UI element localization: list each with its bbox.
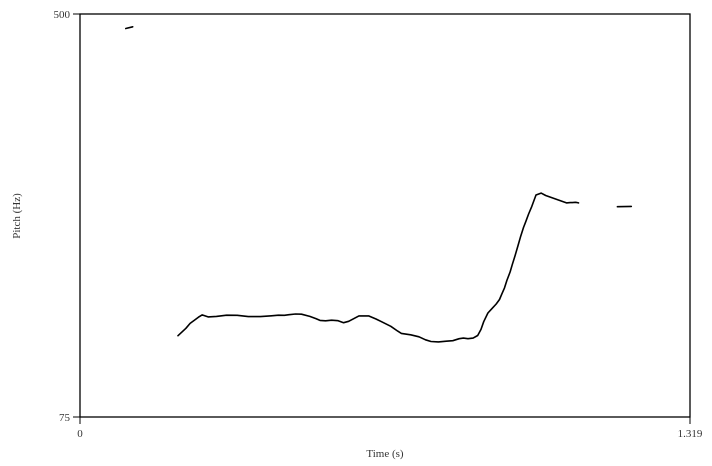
plot-area-frame [79, 13, 691, 418]
x-axis-min-label: 0 [77, 428, 83, 440]
y-axis-max-label: 500 [54, 9, 71, 21]
x-axis-title: Time (s) [366, 448, 404, 460]
x-axis-max-label: 1.319 [678, 428, 703, 440]
pitch-series [125, 26, 633, 343]
pitch-contour-segment-2 [177, 192, 580, 343]
y-axis-title: Pitch (Hz) [11, 193, 23, 239]
pitch-contour-segment-1 [125, 26, 134, 30]
y-axis-min-label: 75 [59, 412, 71, 424]
